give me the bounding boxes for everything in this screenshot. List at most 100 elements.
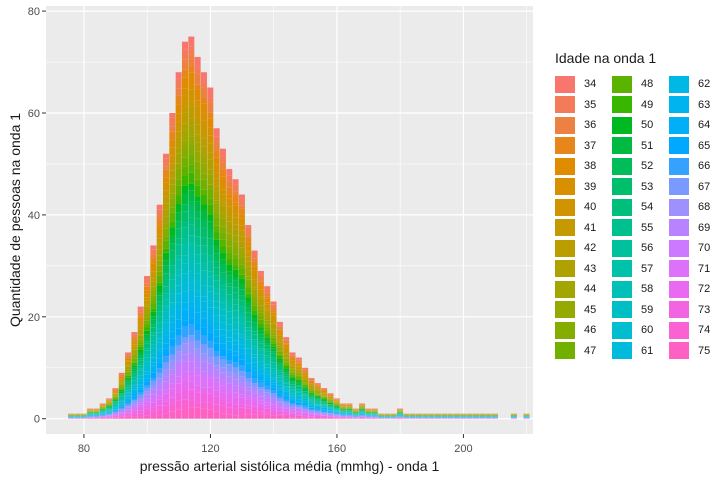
histogram-bar-segment [308, 409, 315, 412]
histogram-bar-segment [283, 407, 290, 409]
histogram-bar-segment [207, 387, 214, 394]
histogram-bar-segment [194, 330, 201, 341]
histogram-bar-segment [194, 402, 201, 408]
histogram-bar-segment [219, 380, 226, 386]
histogram-bar-segment [264, 337, 271, 340]
histogram-bar-segment [238, 194, 245, 199]
histogram-bar-segment [289, 415, 296, 418]
histogram-bar-segment [131, 353, 138, 355]
histogram-bar-segment [245, 368, 252, 373]
histogram-bar-segment [213, 217, 220, 226]
histogram-bar-segment [163, 330, 170, 336]
histogram-bar-segment [150, 327, 157, 333]
histogram-bar-segment [137, 365, 144, 369]
legend-item: 59 [612, 300, 661, 321]
histogram-bar-segment [112, 398, 119, 400]
histogram-bar-segment [257, 348, 264, 351]
histogram-bar-segment [112, 399, 119, 400]
histogram-bar-segment [125, 361, 132, 364]
histogram-bar-segment [295, 388, 302, 390]
histogram-bar-segment [321, 408, 328, 410]
histogram-bar-segment [213, 301, 220, 308]
histogram-bar-segment [289, 381, 296, 383]
histogram-bar-segment [112, 417, 119, 419]
histogram-bar-segment [207, 271, 214, 277]
histogram-bar-segment [219, 322, 226, 330]
histogram-bar-segment [295, 385, 302, 387]
histogram-bar-segment [156, 305, 163, 312]
histogram-bar-segment [131, 387, 138, 390]
histogram-bar-segment [169, 293, 176, 303]
histogram-bar-segment [308, 402, 315, 404]
histogram-bar-segment [238, 354, 245, 360]
histogram-bar-segment [188, 243, 195, 254]
histogram-bar-segment [302, 404, 309, 406]
histogram-bar-segment [188, 217, 195, 225]
histogram-bar-segment [245, 381, 252, 388]
histogram-bar-segment [144, 317, 151, 321]
histogram-bar-segment [112, 412, 119, 413]
histogram-bar-segment [169, 198, 176, 208]
histogram-bar-segment [289, 400, 296, 402]
histogram-bar-segment [245, 321, 252, 328]
histogram-bar-segment [333, 416, 340, 418]
histogram-bar-segment [194, 185, 201, 197]
histogram-bar-segment [257, 361, 264, 366]
histogram-bar-segment [264, 385, 271, 390]
histogram-bar-segment [251, 318, 258, 323]
legend: Idade na onda 1 34 35 36 37 38 39 40 41 42 43 44 45… [555, 50, 715, 361]
histogram-bar-segment [238, 387, 245, 395]
histogram-bar-segment [295, 357, 302, 360]
histogram-bar-segment [207, 255, 214, 262]
histogram-bar-segment [219, 264, 226, 273]
histogram-bar-segment [226, 330, 233, 338]
histogram-bar-segment [295, 415, 302, 418]
histogram-bar-segment [213, 356, 220, 366]
histogram-bar-segment [137, 384, 144, 388]
histogram-bar-segment [219, 385, 226, 393]
histogram-bar-segment [283, 357, 290, 359]
histogram-bar-segment [276, 345, 283, 348]
histogram-bar-segment [106, 418, 113, 419]
histogram-bar-segment [169, 207, 176, 213]
histogram-bar-segment [289, 355, 296, 358]
histogram-bar-segment [232, 317, 239, 323]
histogram-bar-segment [131, 396, 138, 399]
histogram-bar-segment [276, 414, 283, 416]
histogram-bar-segment [283, 408, 290, 412]
histogram-bar-segment [238, 278, 245, 285]
histogram-bar-segment [131, 392, 138, 395]
legend-item: 36 [555, 115, 604, 136]
histogram-bar-segment [112, 393, 119, 395]
histogram-bar-segment [238, 295, 245, 301]
histogram-bar-segment [137, 407, 144, 411]
histogram-bar-segment [137, 323, 144, 326]
histogram-bar-segment [226, 181, 233, 188]
histogram-bar-segment [270, 407, 277, 411]
histogram-bar-segment [163, 369, 170, 377]
histogram-bar-segment [283, 340, 290, 344]
histogram-bar-segment [213, 321, 220, 330]
histogram-bar-segment [150, 377, 157, 381]
histogram-bar-segment [333, 410, 340, 411]
histogram-bar-segment [188, 206, 195, 218]
histogram-bar-segment [308, 405, 315, 407]
legend-item: 69 [669, 218, 717, 239]
histogram-bar-segment [112, 397, 119, 399]
histogram-bar-segment [327, 394, 334, 395]
histogram-bar-segment [175, 153, 182, 164]
histogram-bar-segment [308, 418, 315, 419]
histogram-bar-segment [150, 410, 157, 416]
legend-label: 71 [698, 262, 711, 275]
x-tick-label: 160 [328, 443, 346, 455]
histogram-bar-segment [181, 166, 189, 176]
histogram-bar-segment [169, 163, 176, 171]
histogram-bar-segment [289, 387, 296, 390]
histogram-bar-segment [213, 239, 220, 247]
histogram-bar-segment [321, 403, 328, 405]
histogram-bar-segment [276, 402, 283, 406]
histogram-bar-segment [314, 395, 321, 397]
legend-item: 63 [669, 95, 717, 116]
histogram-bar-segment [207, 204, 214, 215]
